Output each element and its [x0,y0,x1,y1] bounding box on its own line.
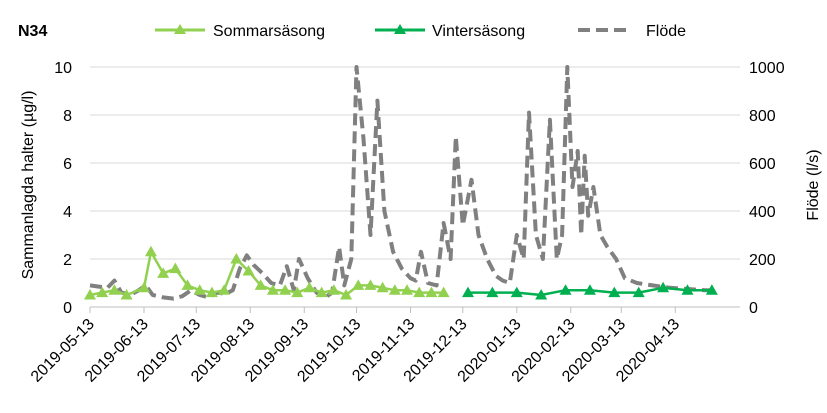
chart-title: N34 [18,23,47,40]
y-axis-ticks: 0 2 4 6 8 10 [54,60,72,317]
legend: Sommarsäsong Vintersäsong Flöde [155,23,686,40]
data-point [535,289,548,300]
data-point [108,284,121,295]
data-point [291,286,304,298]
y2-tick-label: 200 [749,252,776,269]
data-point [303,281,316,293]
y-tick-label: 10 [54,60,72,77]
legend-label-sommarsasong: Sommarsäsong [213,23,325,40]
series-0 [84,245,450,300]
data-point [681,284,694,295]
data-point [327,284,340,295]
legend-marker-vintersasong [394,24,406,34]
data-point [510,286,523,298]
data-point [138,281,150,293]
series-2 [89,65,716,301]
y2-axis-ticks: 0 200 400 600 800 1000 [749,60,785,317]
data-point [352,279,365,290]
data-point [181,279,194,290]
data-point [388,284,401,295]
series-1 [462,281,718,300]
data-point [144,245,157,257]
data-point [705,284,718,295]
legend-label-flode: Flöde [646,23,686,40]
y2-tick-label: 400 [749,204,776,221]
data-point [632,286,645,298]
data-point [120,289,133,300]
data-point [84,289,96,300]
data-point [425,286,438,298]
data-point [96,286,109,298]
data-point [157,267,170,278]
legend-label-vintersasong: Vintersäsong [432,23,525,40]
y-axis-label: Sammanlagda halter (µg/l) [20,91,37,280]
data-point [205,286,218,298]
y2-tick-label: 800 [749,108,776,125]
data-point [364,279,377,290]
data-point [413,286,426,298]
data-point [340,289,353,300]
data-point [218,284,231,295]
series-line [89,65,716,301]
data-point [169,262,182,274]
data-point [279,284,292,295]
legend-item-vintersasong: Vintersäsong [375,23,525,40]
series-layer [84,65,718,301]
data-point [559,284,572,295]
y2-tick-label: 0 [749,300,758,317]
data-point [437,286,450,298]
y2-tick-label: 600 [749,156,776,173]
y-tick-label: 6 [63,156,72,173]
data-point [486,286,499,298]
legend-item-flode: Flöde [578,23,686,40]
data-point [608,286,621,298]
data-point [376,281,389,293]
data-point [401,284,414,295]
y-tick-label: 0 [63,300,72,317]
data-point [266,284,279,295]
data-point [254,279,267,290]
y-tick-label: 4 [63,204,72,221]
data-point [315,286,328,298]
data-point [583,284,596,295]
y2-axis-label: Flöde (l/s) [805,149,822,220]
data-point [230,253,243,264]
y-tick-label: 2 [63,252,72,269]
legend-item-sommarsasong: Sommarsäsong [155,23,325,40]
y-tick-label: 8 [63,108,72,125]
y2-tick-label: 1000 [749,60,785,77]
data-point [193,284,206,295]
gridlines [90,66,740,308]
legend-marker-sommarsasong [174,24,186,34]
data-point [657,281,670,293]
data-point [242,265,255,276]
data-point [462,286,474,298]
